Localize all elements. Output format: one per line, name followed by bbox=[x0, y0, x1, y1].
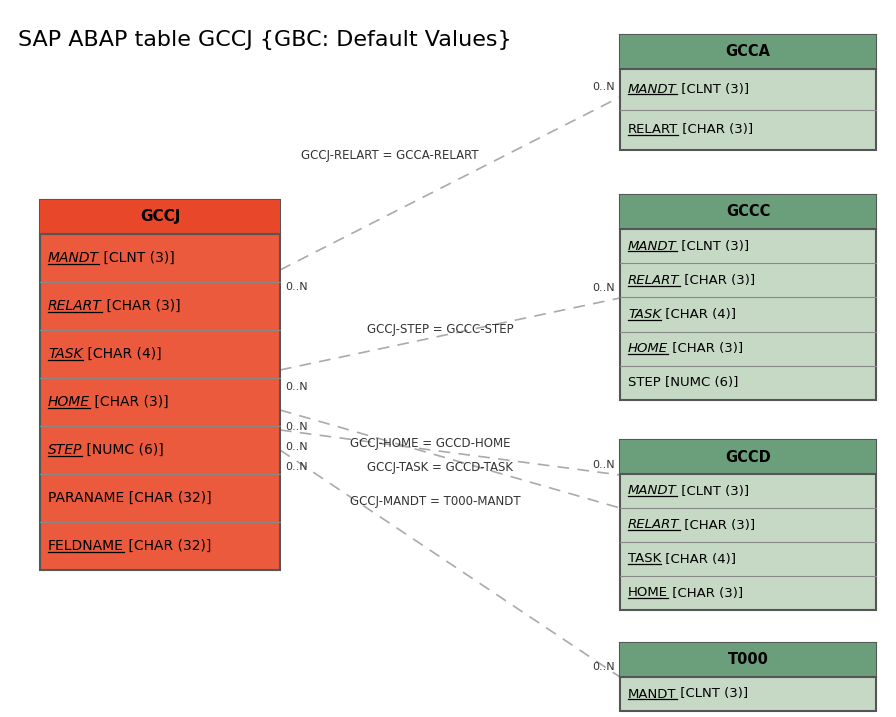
Text: TASK: TASK bbox=[628, 308, 661, 321]
Text: RELART: RELART bbox=[48, 299, 102, 313]
Text: RELART: RELART bbox=[628, 123, 678, 136]
Text: [CHAR (3)]: [CHAR (3)] bbox=[668, 342, 744, 355]
Bar bbox=[620, 35, 876, 150]
Text: RELART: RELART bbox=[628, 518, 679, 531]
Text: [CLNT (3)]: [CLNT (3)] bbox=[99, 251, 175, 265]
Text: GCCJ-RELART = GCCA-RELART: GCCJ-RELART = GCCA-RELART bbox=[301, 148, 478, 161]
Text: T000: T000 bbox=[728, 652, 769, 668]
Bar bbox=[620, 643, 876, 711]
Text: HOME: HOME bbox=[48, 395, 90, 409]
Text: GCCJ-STEP = GCCC-STEP: GCCJ-STEP = GCCC-STEP bbox=[366, 323, 513, 336]
Text: [CLNT (3)]: [CLNT (3)] bbox=[676, 688, 749, 701]
Text: [CHAR (3)]: [CHAR (3)] bbox=[679, 274, 754, 287]
Text: GCCD: GCCD bbox=[725, 450, 771, 465]
Text: [CHAR (4)]: [CHAR (4)] bbox=[661, 308, 737, 321]
Text: SAP ABAP table GCCJ {GBC: Default Values}: SAP ABAP table GCCJ {GBC: Default Values… bbox=[18, 30, 512, 50]
Text: 0..N: 0..N bbox=[592, 662, 615, 672]
Text: GCCJ-MANDT = T000-MANDT: GCCJ-MANDT = T000-MANDT bbox=[349, 495, 521, 508]
Text: [CHAR (4)]: [CHAR (4)] bbox=[661, 553, 737, 566]
Text: MANDT: MANDT bbox=[628, 688, 676, 701]
Text: 0..N: 0..N bbox=[285, 382, 307, 392]
Text: [NUMC (6)]: [NUMC (6)] bbox=[82, 443, 164, 457]
Bar bbox=[40, 200, 280, 234]
Text: STEP [NUMC (6)]: STEP [NUMC (6)] bbox=[628, 376, 738, 389]
Bar bbox=[620, 440, 876, 610]
Bar bbox=[40, 200, 280, 570]
Text: [CHAR (32)]: [CHAR (32)] bbox=[124, 539, 211, 553]
Text: MANDT: MANDT bbox=[628, 82, 676, 96]
Text: [CLNT (3)]: [CLNT (3)] bbox=[676, 82, 749, 96]
Text: STEP: STEP bbox=[48, 443, 82, 457]
Text: 0..N: 0..N bbox=[592, 460, 615, 470]
Text: [CLNT (3)]: [CLNT (3)] bbox=[676, 485, 749, 498]
Bar bbox=[620, 195, 876, 400]
Text: TASK: TASK bbox=[628, 553, 661, 566]
Bar bbox=[620, 643, 876, 677]
Text: GCCC: GCCC bbox=[726, 204, 771, 219]
Text: 0..N: 0..N bbox=[592, 283, 615, 293]
Text: 0..N: 0..N bbox=[592, 82, 615, 92]
Text: FELDNAME: FELDNAME bbox=[48, 539, 124, 553]
Text: [CHAR (3)]: [CHAR (3)] bbox=[102, 299, 180, 313]
Text: GCCJ: GCCJ bbox=[140, 209, 180, 224]
Text: MANDT: MANDT bbox=[628, 239, 676, 252]
Text: [CHAR (3)]: [CHAR (3)] bbox=[668, 587, 743, 599]
Text: [CHAR (3)]: [CHAR (3)] bbox=[679, 518, 754, 531]
Text: 0..N: 0..N bbox=[285, 462, 307, 472]
Text: TASK: TASK bbox=[48, 347, 82, 361]
Text: 0..N: 0..N bbox=[285, 422, 307, 432]
Text: HOME: HOME bbox=[628, 342, 668, 355]
Bar bbox=[620, 195, 876, 229]
Text: 0..N: 0..N bbox=[285, 282, 307, 292]
Bar bbox=[620, 440, 876, 474]
Text: PARANAME [CHAR (32)]: PARANAME [CHAR (32)] bbox=[48, 491, 211, 505]
Text: MANDT: MANDT bbox=[48, 251, 99, 265]
Text: MANDT: MANDT bbox=[628, 485, 676, 498]
Text: HOME: HOME bbox=[628, 587, 668, 599]
Text: GCCJ-HOME = GCCD-HOME: GCCJ-HOME = GCCD-HOME bbox=[349, 437, 510, 450]
Text: [CHAR (4)]: [CHAR (4)] bbox=[82, 347, 161, 361]
Text: [CLNT (3)]: [CLNT (3)] bbox=[676, 239, 749, 252]
Text: GCCA: GCCA bbox=[726, 44, 771, 60]
Text: 0..N: 0..N bbox=[285, 442, 307, 452]
Text: [CHAR (3)]: [CHAR (3)] bbox=[90, 395, 168, 409]
Text: GCCJ-TASK = GCCD-TASK: GCCJ-TASK = GCCD-TASK bbox=[367, 462, 513, 475]
Text: RELART: RELART bbox=[628, 274, 679, 287]
Bar bbox=[620, 35, 876, 69]
Text: [CHAR (3)]: [CHAR (3)] bbox=[678, 123, 754, 136]
